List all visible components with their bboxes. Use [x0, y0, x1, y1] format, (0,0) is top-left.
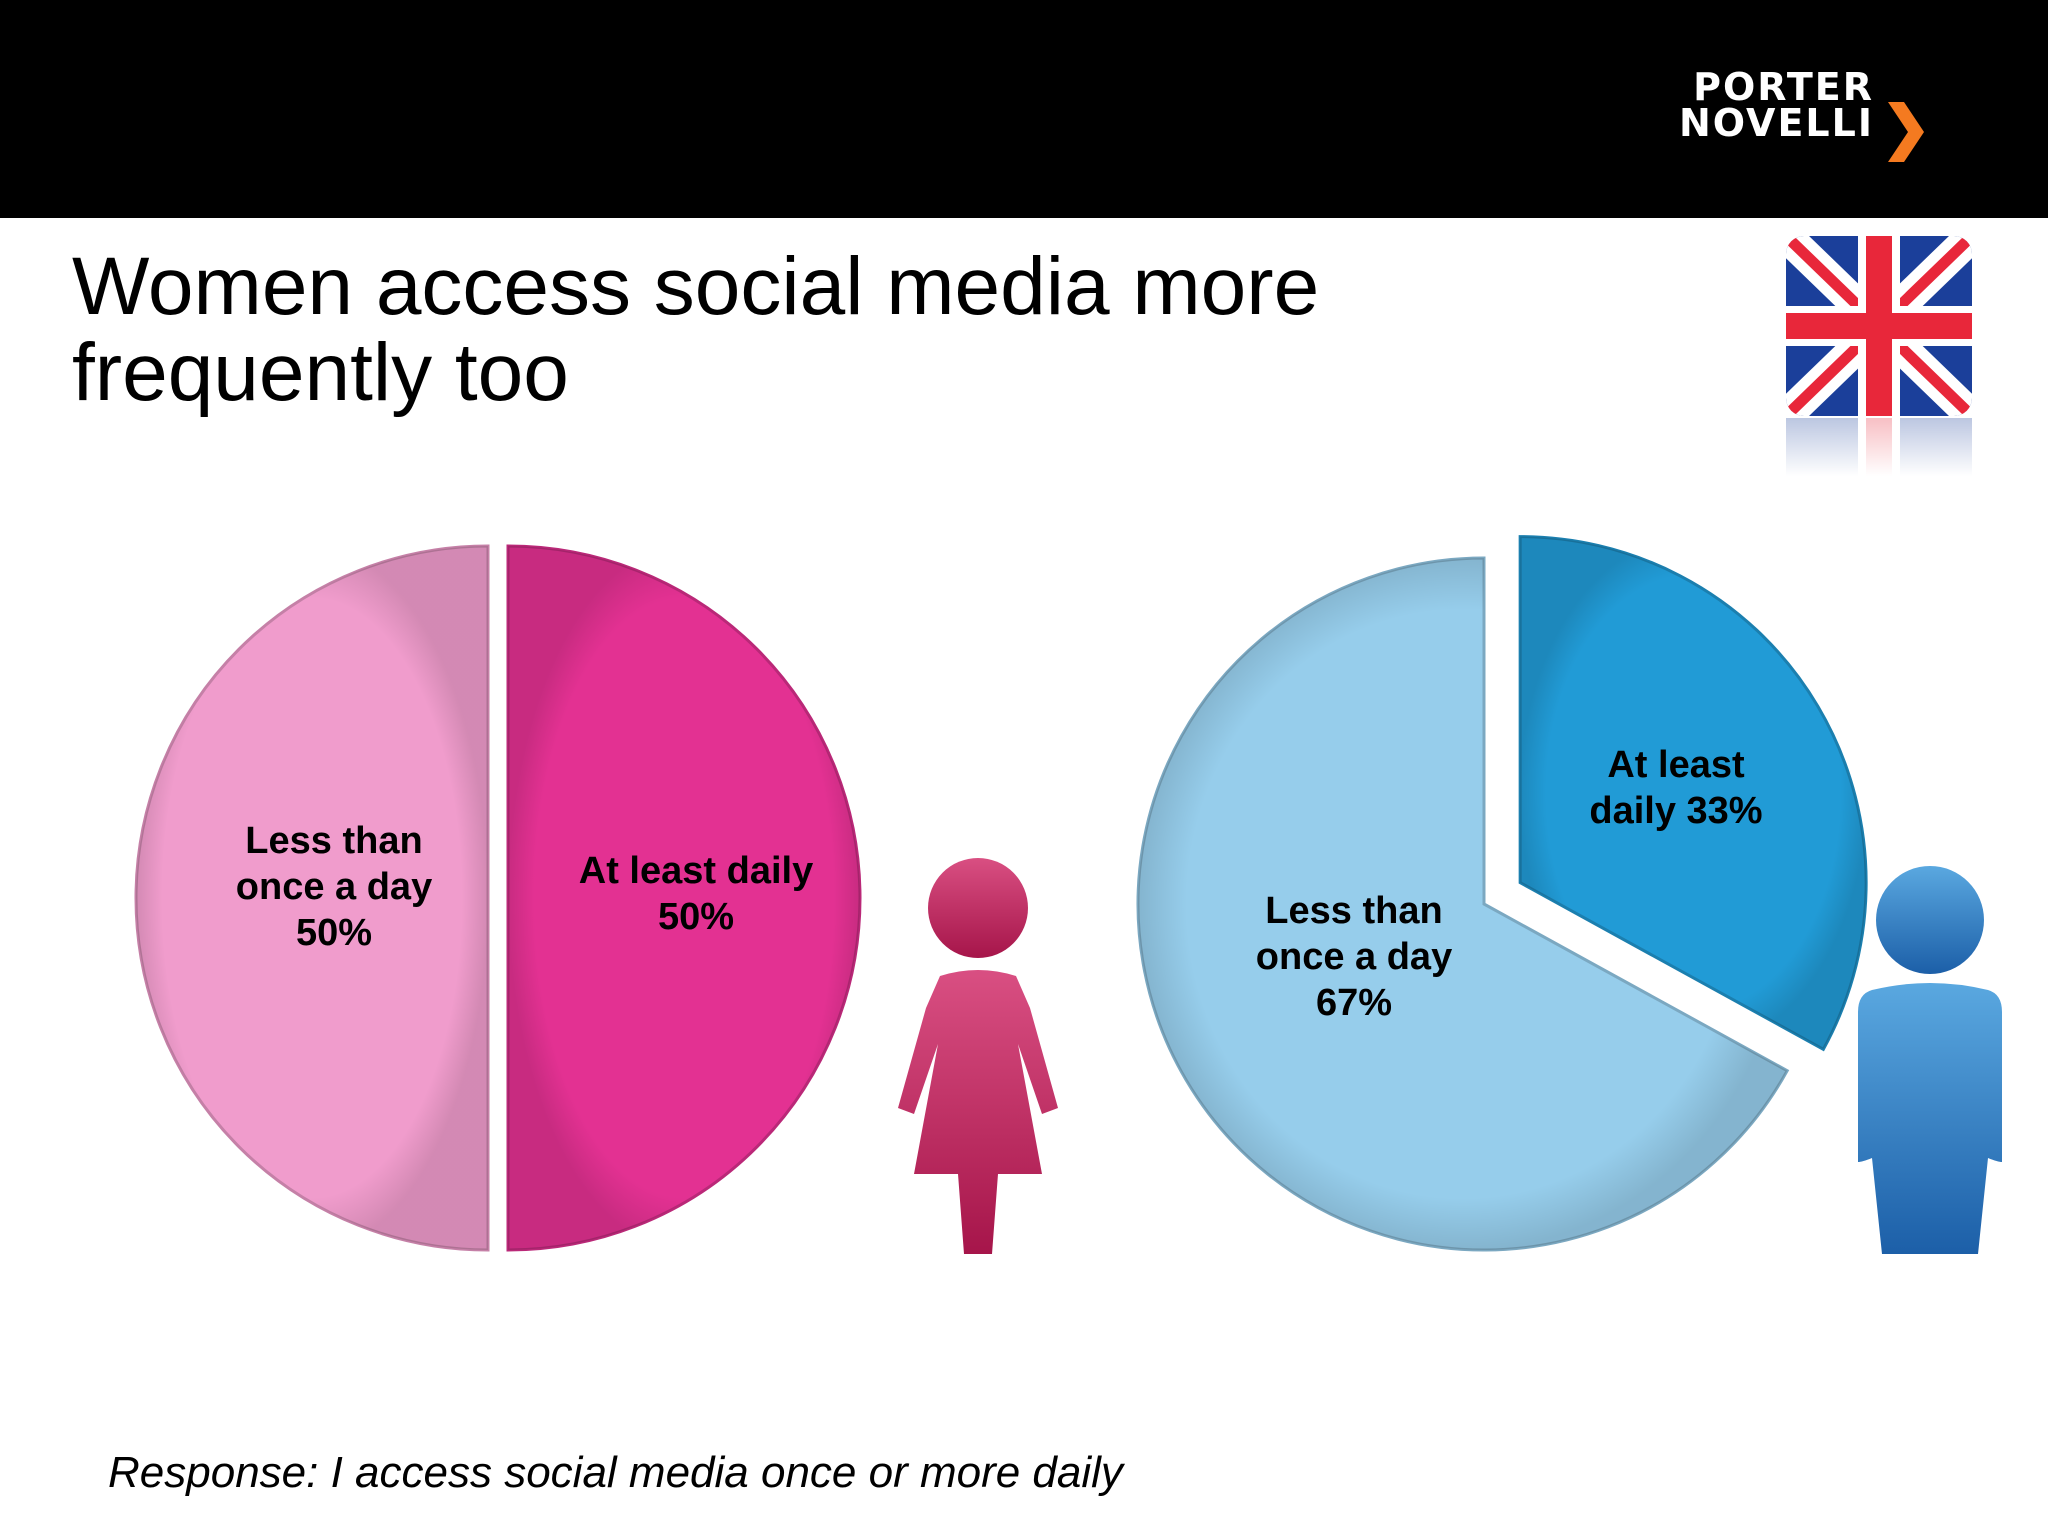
woman-icon — [898, 858, 1058, 1254]
women-at-least-daily-label: At least daily 50% — [578, 850, 814, 938]
women-pie — [134, 544, 862, 1252]
women-less-than-daily-slice-shading — [136, 546, 488, 1250]
response-footnote: Response: I access social media once or … — [108, 1448, 1123, 1497]
uk-flag-icon — [1786, 236, 1972, 476]
men-pie — [1136, 535, 1868, 1252]
chevron-right-icon — [1888, 102, 1924, 162]
men-at-least-daily-label: At least daily 33% — [1589, 744, 1763, 832]
men-less-than-daily-label: Less than once a day 67% — [1255, 890, 1453, 1024]
women-at-least-daily-slice-shading — [508, 546, 860, 1250]
logo-line-1: PORTER — [1693, 65, 1874, 109]
men-less-than-daily-slice-shading — [1138, 558, 1788, 1250]
header-bar — [0, 0, 2048, 218]
porter-novelli-logo: PORTER NOVELLI — [1679, 64, 1962, 164]
slide-title: Women access social media more frequentl… — [72, 241, 1320, 418]
men-at-least-daily-slice-shading — [1520, 536, 1867, 1050]
women-less-than-daily-label: Less than once a day 50% — [235, 820, 433, 954]
logo-line-2: NOVELLI — [1678, 101, 1874, 145]
man-icon — [1858, 866, 2002, 1254]
